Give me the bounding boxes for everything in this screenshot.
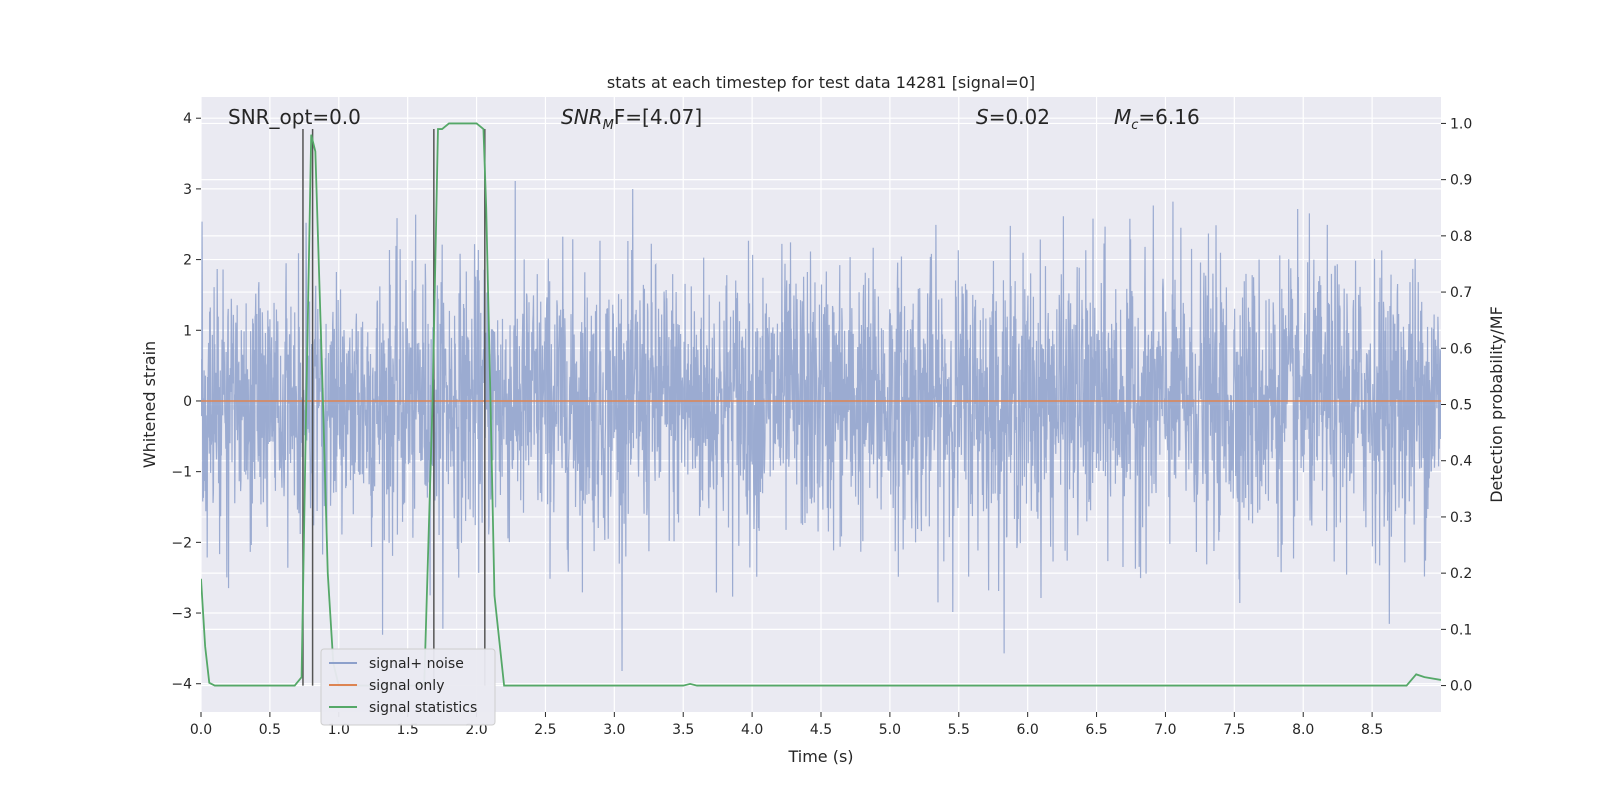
annotation-s-value: =0.02 [989,105,1050,129]
y-left-tick-label: −1 [171,465,192,481]
x-tick-label: 8.5 [1361,722,1383,738]
x-tick-label: 2.0 [465,722,487,738]
x-tick-label: 4.0 [741,722,763,738]
y-left-tick-label: −2 [171,535,192,551]
y-axis-label-right: Detection probability/MF [1487,306,1506,503]
y-left-tick-label: −4 [171,677,192,693]
annotation-mc: Mc=6.16 [1114,105,1200,133]
annotation-mc-sub: c [1131,118,1138,133]
x-tick-label: 7.0 [1154,722,1176,738]
annotation-s-symbol: S [976,105,989,129]
annotation-mc-base: M [1114,105,1131,129]
x-tick-label: 6.0 [1017,722,1039,738]
y-right-tick-label: 0.8 [1450,229,1472,245]
grid [200,97,1441,712]
x-tick-label: 3.5 [672,722,694,738]
y-right-tick-label: 0.4 [1450,454,1472,470]
x-tick-label: 7.5 [1223,722,1245,738]
y-right-tick-label: 0.5 [1450,398,1472,414]
y-right-tick-label: 1.0 [1450,116,1472,132]
legend: signal+ noise signal only signal statistic… [320,648,496,726]
plot-clipped [201,122,1441,687]
x-tick-label: 1.0 [328,722,350,738]
series-layer [201,122,1441,687]
series-signal-statistics [201,122,1441,687]
y-right-tick-label: 0.9 [1450,173,1472,189]
x-tick-label: 0.0 [190,722,212,738]
x-tick-label: 3.0 [603,722,625,738]
y-right-tick-label: 0.2 [1450,566,1472,582]
axes-layer: 0.0 0.5 1.0 1.5 2.0 2.5 3.0 3.5 4.0 4.5 5.0 5.5 6.0 6… [171,111,1472,738]
series-signal-noise [201,181,1441,672]
y-axis-label-left: Whitened strain [140,341,159,468]
x-tick-label: 5.0 [879,722,901,738]
legend-label: signal only [369,678,444,694]
x-tick-label: 4.5 [810,722,832,738]
x-tick-label: 8.0 [1292,722,1314,738]
y-left-tick-label: 4 [183,111,192,127]
x-tick-label: 6.5 [1085,722,1107,738]
chart-title: stats at each timestep for test data 142… [607,73,1035,92]
x-axis-label: Time (s) [787,747,853,766]
legend-box [320,648,496,726]
y-right-tick-label: 0.7 [1450,285,1472,301]
annotation-s: S=0.02 [976,105,1050,129]
x-tick-label: 2.5 [534,722,556,738]
y-left-tick-label: 1 [183,323,192,339]
y-right-tick-label: 0.3 [1450,510,1472,526]
x-tick-label: 1.5 [397,722,419,738]
y-left-tick-label: −3 [171,606,192,622]
annotation-snr-mf-rest: F=[4.07] [614,105,702,129]
y-right-tick-label: 0.0 [1450,679,1472,695]
y-left-tick-label: 2 [183,253,192,269]
annotation-mc-value: =6.16 [1138,105,1199,129]
annotation-snr-mf: SNRMF=[4.07] [561,105,702,133]
legend-label: signal statistics [369,700,477,716]
y-right-tick-label: 0.6 [1450,341,1472,357]
annotation-snr-opt: SNR_opt=0.0 [228,105,361,129]
x-tick-label: 0.5 [259,722,281,738]
legend-label: signal+ noise [369,656,464,672]
y-left-tick-label: 3 [183,182,192,198]
y-right-tick-label: 0.1 [1450,622,1472,638]
annotation-snr-mf-sub: M [603,118,614,133]
x-tick-label: 5.5 [948,722,970,738]
y-left-tick-label: 0 [183,394,192,410]
annotation-snr-mf-base: SNR [561,105,603,129]
